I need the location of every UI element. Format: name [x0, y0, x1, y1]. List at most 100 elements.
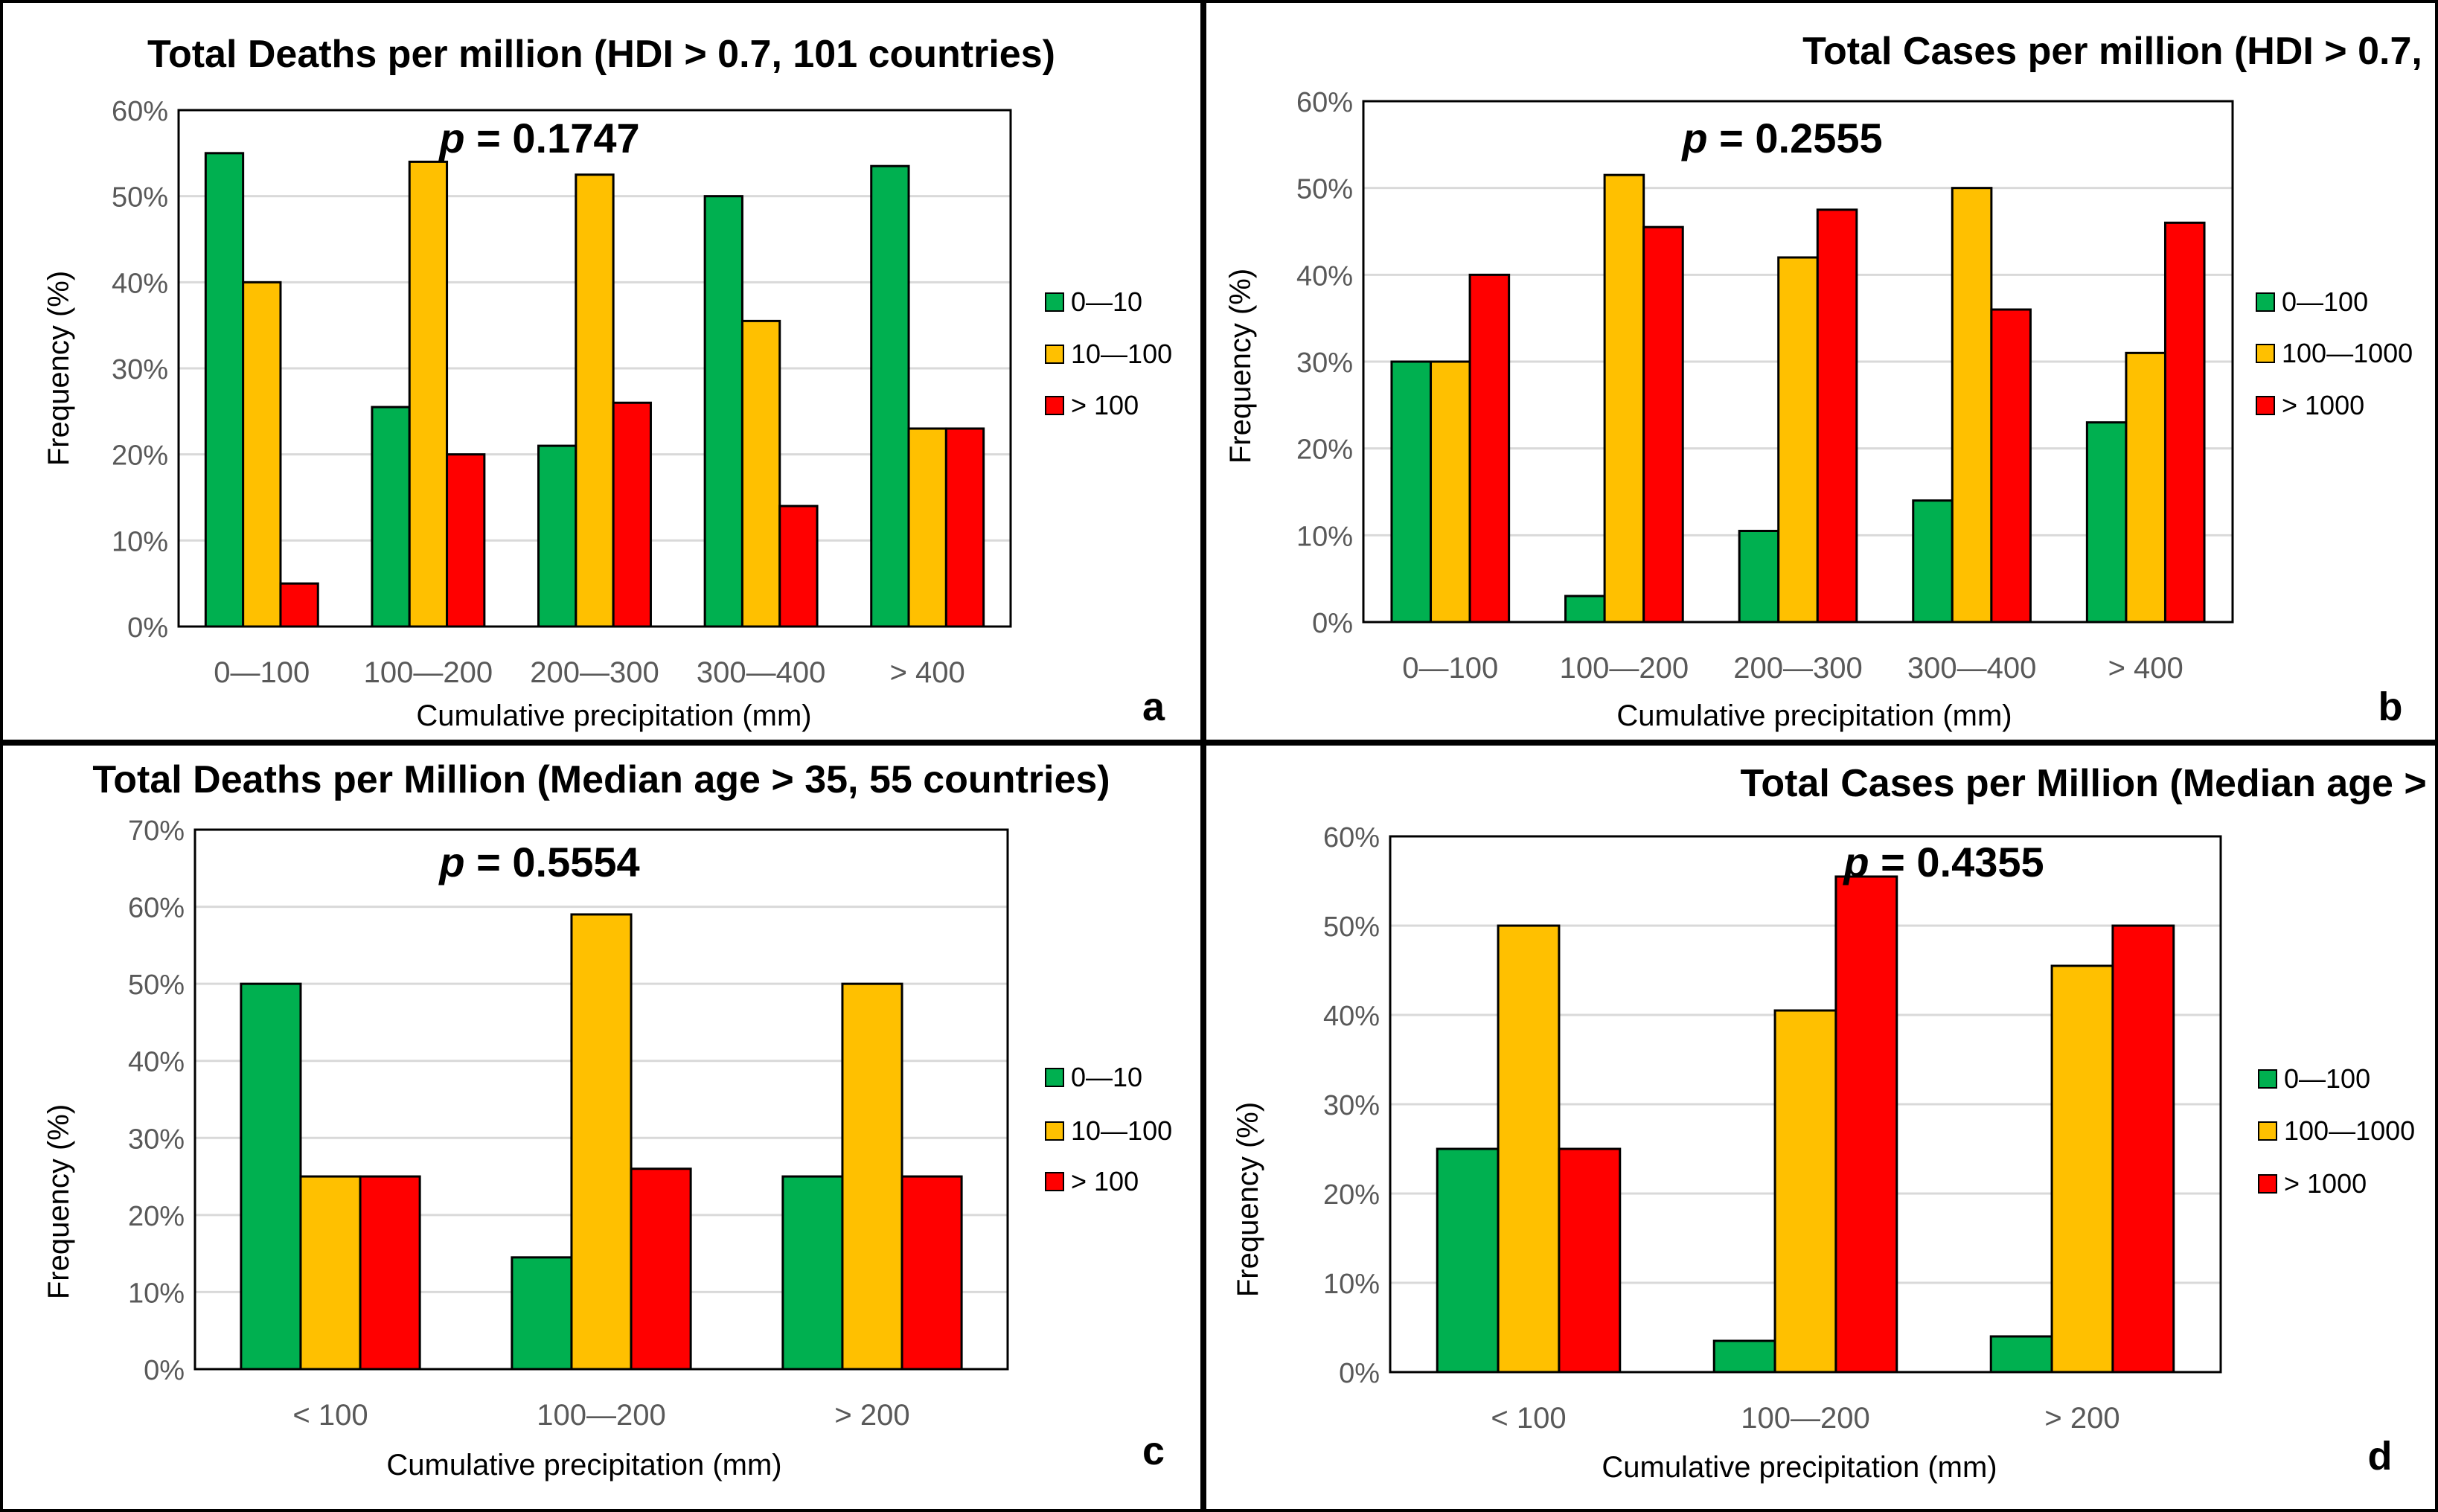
bar-red-2[interactable]: [612, 401, 652, 628]
bar-red-2[interactable]: [900, 1175, 963, 1371]
p-symbol: p: [1680, 115, 1707, 161]
x-tick-label: 300—400: [1907, 652, 2036, 685]
legend-label: 0—10: [1071, 286, 1142, 317]
bar-red-1[interactable]: [1834, 875, 1898, 1374]
bar-green-4[interactable]: [2085, 421, 2128, 624]
p-value-number: = 0.4355: [1869, 839, 2044, 885]
bar-green-3[interactable]: [1912, 499, 1954, 624]
panel-letter: d: [2368, 1434, 2393, 1479]
bar-red-3[interactable]: [778, 504, 819, 628]
bar-yellow-2[interactable]: [841, 982, 903, 1371]
y-tick-label: 20%: [1323, 1179, 1380, 1211]
y-tick-label: 20%: [1296, 435, 1353, 466]
legend-label: 100—1000: [2284, 1115, 2415, 1146]
y-tick-label: 10%: [128, 1278, 185, 1309]
p-symbol: p: [438, 115, 464, 161]
bar-yellow-1[interactable]: [1603, 173, 1645, 624]
y-tick-label: 40%: [1296, 260, 1353, 292]
bar-yellow-1[interactable]: [408, 160, 449, 628]
bar-green-1[interactable]: [371, 406, 411, 628]
plot-border: [193, 828, 1009, 1371]
panel-a: Total Deaths per million (HDI > 0.7, 101…: [0, 0, 1203, 743]
legend-swatch-green: [1045, 292, 1064, 312]
bar-yellow-2[interactable]: [575, 173, 615, 628]
bar-green-2[interactable]: [1738, 530, 1780, 624]
legend-label: 10—100: [1071, 1115, 1172, 1146]
legend-label: > 1000: [2282, 390, 2364, 420]
bar-green-0[interactable]: [1390, 360, 1433, 624]
legend-label: 0—100: [2282, 286, 2368, 317]
y-tick-label: 40%: [1323, 1001, 1380, 1032]
plot-border: [177, 109, 1012, 628]
bar-red-1[interactable]: [1642, 225, 1684, 624]
bar-red-2[interactable]: [1816, 208, 1858, 624]
y-tick-label: 10%: [1296, 521, 1353, 552]
bar-yellow-3[interactable]: [740, 319, 781, 628]
bar-red-4[interactable]: [2163, 221, 2206, 624]
bar-green-1[interactable]: [1564, 595, 1606, 624]
legend-swatch-green: [2256, 292, 2275, 312]
legend-swatch-red: [1045, 1172, 1064, 1191]
bar-yellow-0[interactable]: [242, 281, 282, 628]
x-tick-label: > 400: [890, 656, 965, 689]
bar-red-0[interactable]: [1468, 273, 1511, 624]
y-axis-label: Frequency (%): [1232, 1102, 1264, 1297]
bar-yellow-2[interactable]: [1777, 256, 1819, 624]
bar-green-1[interactable]: [511, 1256, 573, 1371]
x-axis-label: Cumulative precipitation (mm): [1616, 699, 2012, 732]
bar-red-1[interactable]: [446, 453, 486, 628]
bar-green-3[interactable]: [703, 195, 743, 628]
bar-yellow-1[interactable]: [1773, 1009, 1837, 1374]
plot-border: [1389, 835, 2222, 1374]
x-tick-label: < 100: [292, 1399, 368, 1432]
bar-red-0[interactable]: [279, 582, 319, 628]
x-tick-label: 100—200: [537, 1399, 665, 1432]
legend-swatch-red: [2258, 1174, 2277, 1194]
legend-swatch-yellow: [1045, 345, 1064, 364]
bar-yellow-3[interactable]: [1951, 187, 1993, 624]
panel-letter: b: [2378, 685, 2403, 729]
y-tick-label: 40%: [128, 1047, 185, 1078]
p-symbol: p: [1842, 839, 1869, 885]
x-tick-label: 200—300: [530, 656, 659, 689]
panel-c: Total Deaths per Million (Median age > 3…: [0, 743, 1203, 1512]
bar-yellow-0[interactable]: [1497, 924, 1561, 1374]
y-tick-label: 30%: [1296, 347, 1353, 379]
bar-red-2[interactable]: [2111, 924, 2175, 1374]
bar-yellow-0[interactable]: [299, 1175, 362, 1371]
bar-red-0[interactable]: [359, 1175, 421, 1371]
bar-green-1[interactable]: [1712, 1339, 1776, 1374]
p-symbol: p: [438, 839, 464, 885]
bar-green-2[interactable]: [537, 444, 577, 628]
bar-green-2[interactable]: [1989, 1335, 2053, 1374]
legend-swatch-green: [1045, 1068, 1064, 1087]
bar-green-0[interactable]: [240, 982, 302, 1371]
x-tick-label: 0—100: [1402, 652, 1498, 685]
panel-letter: a: [1142, 685, 1165, 729]
p-value: p = 0.2555: [1680, 115, 1882, 161]
bar-yellow-4[interactable]: [907, 427, 947, 628]
bar-red-0[interactable]: [1558, 1147, 1622, 1374]
bar-green-4[interactable]: [870, 164, 910, 628]
y-tick-label: 10%: [1323, 1269, 1380, 1300]
panel-letter: c: [1142, 1429, 1165, 1473]
y-tick-label: 60%: [1296, 87, 1353, 118]
legend-swatch-red: [2256, 396, 2275, 415]
x-tick-label: 300—400: [697, 656, 825, 689]
bar-green-2[interactable]: [781, 1175, 844, 1371]
p-value-number: = 0.5554: [465, 839, 640, 885]
bar-red-4[interactable]: [944, 427, 985, 628]
bar-red-1[interactable]: [630, 1167, 692, 1371]
bar-yellow-2[interactable]: [2050, 964, 2114, 1374]
y-tick-label: 0%: [144, 1355, 185, 1386]
legend-swatch-yellow: [1045, 1121, 1064, 1141]
bar-yellow-0[interactable]: [1430, 360, 1471, 624]
x-tick-label: 0—100: [214, 656, 310, 689]
bar-yellow-4[interactable]: [2125, 351, 2166, 624]
bar-yellow-1[interactable]: [570, 913, 633, 1371]
bar-green-0[interactable]: [204, 152, 245, 628]
y-axis-label: Frequency (%): [42, 271, 75, 466]
bar-red-3[interactable]: [1990, 308, 2032, 624]
bar-green-0[interactable]: [1436, 1147, 1500, 1374]
x-tick-label: < 100: [1491, 1402, 1566, 1435]
